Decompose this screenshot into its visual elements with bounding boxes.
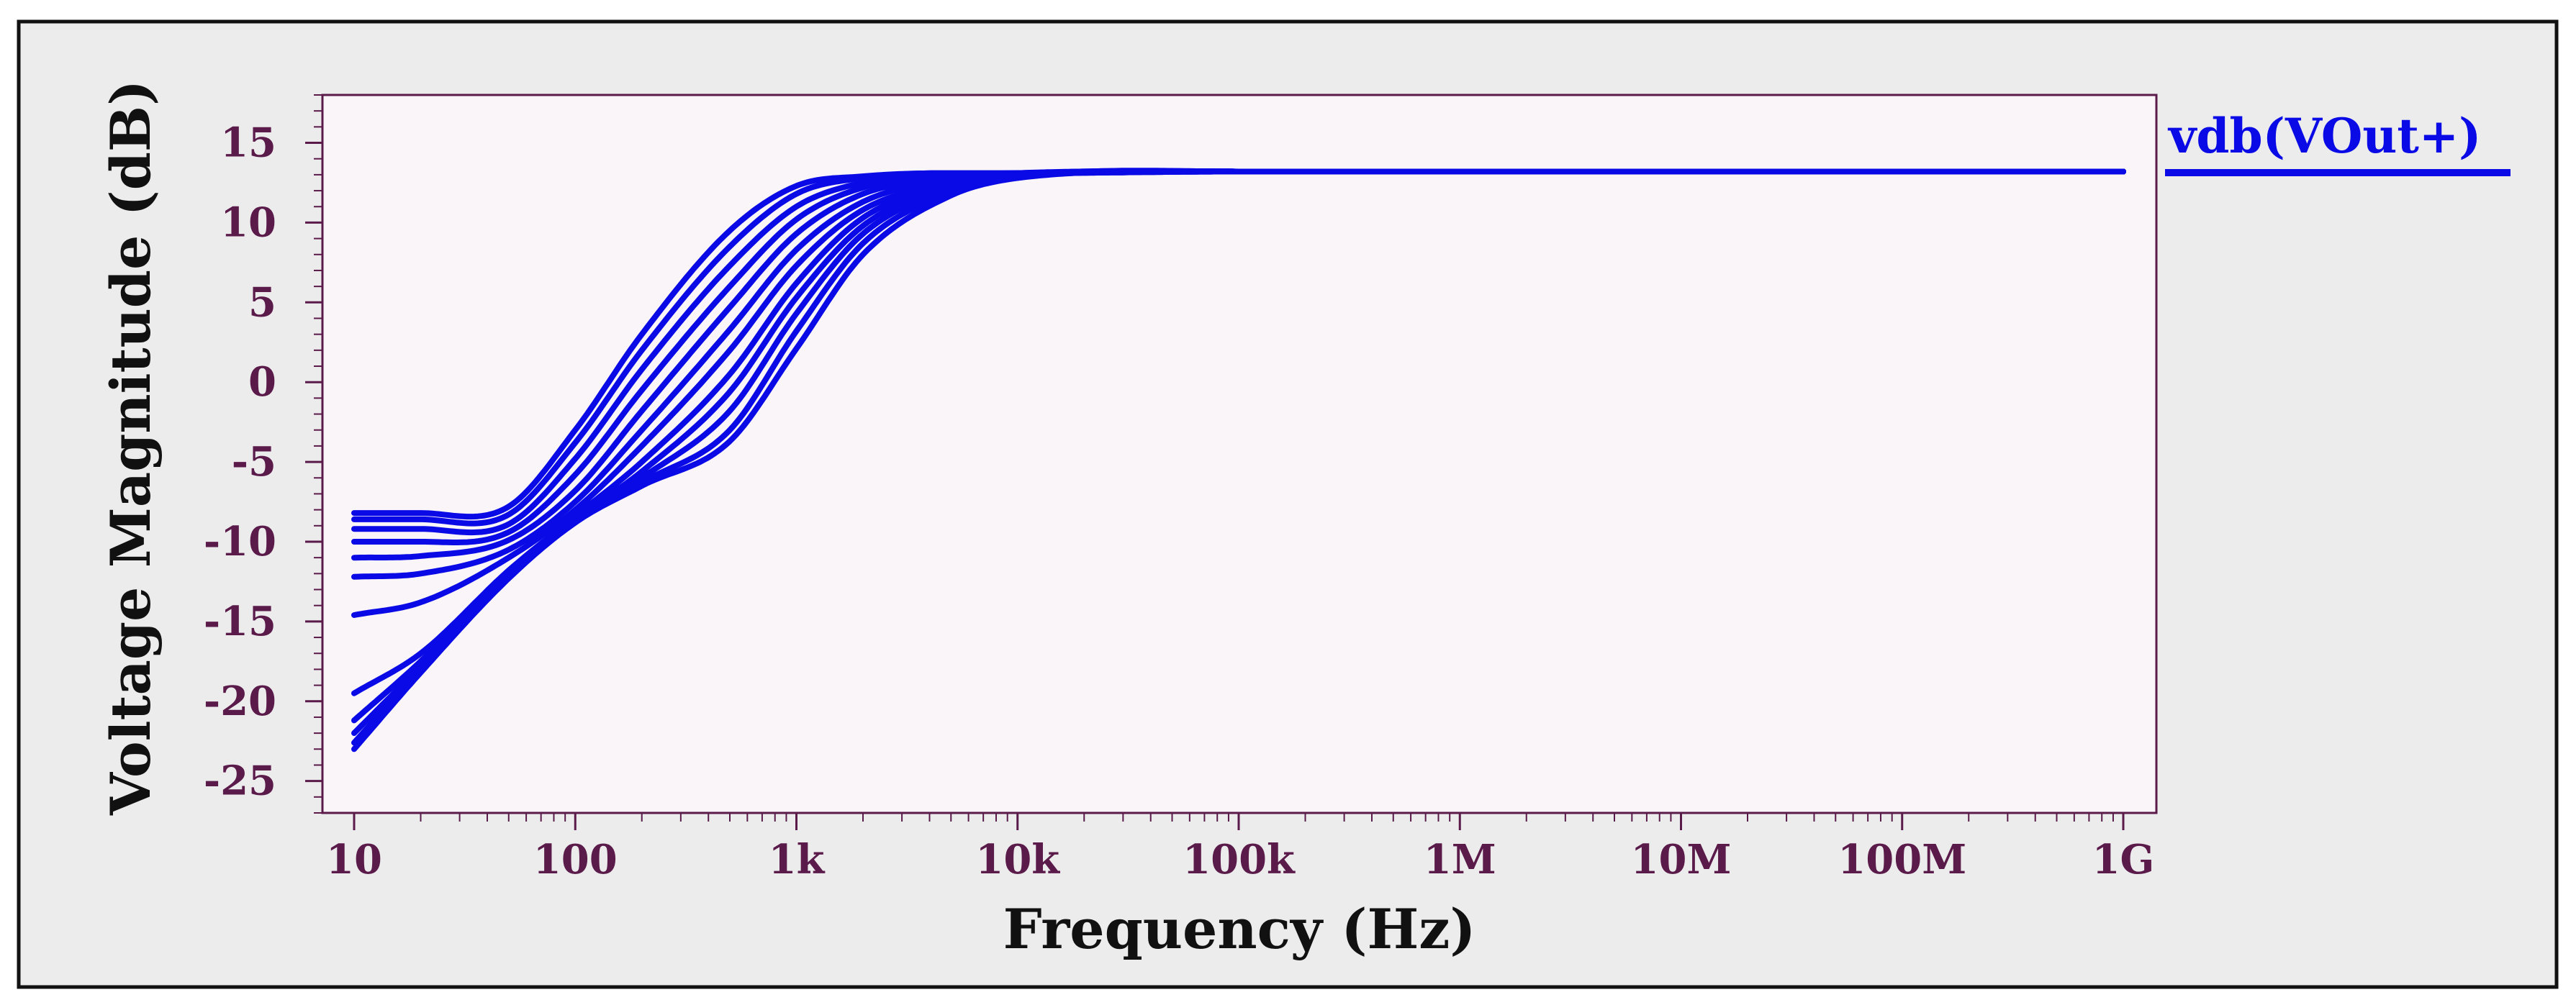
y-tick-label: -25 <box>204 758 276 805</box>
y-tick-label: 10 <box>220 199 276 246</box>
x-axis-minor-ticks <box>420 813 2114 822</box>
y-tick-label: 0 <box>248 358 276 406</box>
plot-area <box>322 95 2156 813</box>
y-tick-label: 15 <box>220 119 276 167</box>
series-line <box>351 168 2126 752</box>
x-axis-ticks: 10 100 1k 10k 100k 1M 10M 100M 1G <box>326 813 2154 883</box>
x-axis-title: Frequency (Hz) <box>1003 897 1476 961</box>
x-tick-label: 1M <box>1424 836 1496 883</box>
y-tick-label: 5 <box>248 278 276 326</box>
legend[interactable]: vdb(VOut+) <box>2165 108 2511 176</box>
y-tick-label: -15 <box>204 598 276 645</box>
x-tick-label: 10M <box>1631 836 1732 883</box>
y-axis-title: Voltage Magnitude (dB) <box>99 80 163 816</box>
x-tick-label: 10 <box>326 836 382 883</box>
x-tick-label: 1k <box>769 836 826 883</box>
y-axis-ticks: 15 10 5 0 -5 -10 -15 -20 -25 <box>204 119 322 805</box>
y-axis-minor-ticks <box>314 94 322 814</box>
y-tick-label: -10 <box>204 518 276 565</box>
x-tick-label: 1G <box>2092 836 2155 883</box>
x-tick-label: 100 <box>533 836 618 883</box>
x-tick-label: 100M <box>1838 836 1966 883</box>
y-tick-label: -20 <box>204 678 276 725</box>
y-tick-label: -5 <box>232 438 276 486</box>
series-layer <box>351 168 2126 752</box>
x-tick-label: 10k <box>975 836 1060 883</box>
legend-label: vdb(VOut+) <box>2167 108 2481 164</box>
x-tick-label: 100k <box>1183 836 1296 883</box>
